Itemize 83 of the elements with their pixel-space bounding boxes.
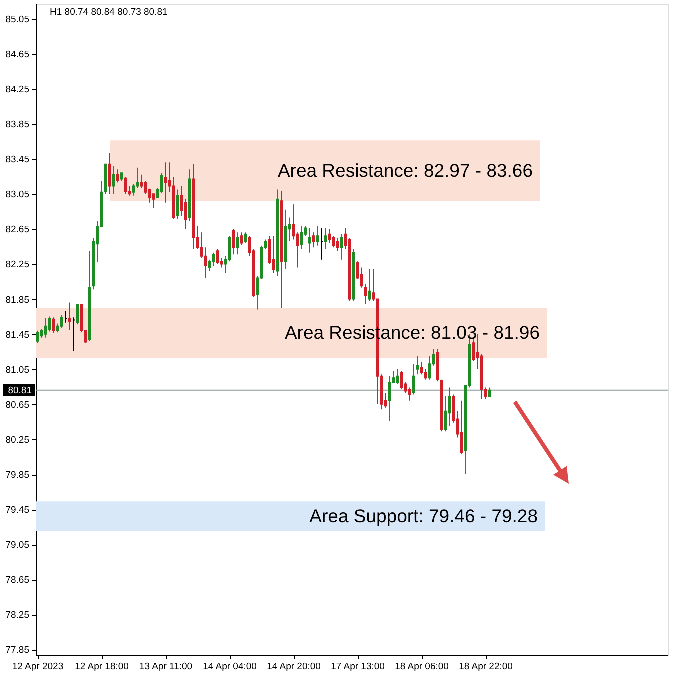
candlestick: [76, 304, 80, 326]
x-tick-label: 14 Apr 20:00: [267, 662, 321, 672]
candlestick: [216, 248, 220, 265]
y-tick-label: 79.85: [6, 470, 30, 482]
y-tick-label: 78.25: [6, 610, 30, 622]
candlestick: [212, 252, 216, 266]
x-tick-label: 12 Apr 2023: [12, 662, 64, 672]
candlestick: [132, 184, 136, 196]
candlestick: [444, 396, 448, 432]
y-tick-label: 79.45: [6, 505, 30, 516]
ref-line-label: 80.81: [8, 385, 32, 396]
candlestick: [472, 339, 476, 362]
candlestick: [112, 166, 116, 195]
candlestick: [36, 330, 40, 344]
candlestick: [416, 356, 420, 376]
candlestick: [272, 236, 276, 274]
y-tick-label: 85.05: [6, 14, 30, 26]
candlestick: [488, 387, 492, 398]
candlestick: [240, 232, 244, 246]
y-tick-label: 83.85: [6, 120, 30, 131]
candlestick: [400, 370, 404, 390]
candlestick: [336, 237, 340, 252]
candlestick: [420, 362, 424, 376]
candlestick: [324, 228, 328, 250]
candlestick: [396, 368, 400, 385]
y-tick-label: 84.65: [6, 49, 30, 60]
candlestick: [124, 176, 128, 195]
candlestick: [60, 314, 64, 329]
candlestick: [340, 234, 344, 260]
y-tick-label: 82.65: [6, 224, 30, 236]
x-tick-label: 12 Apr 18:00: [75, 662, 129, 672]
candlestick: [448, 387, 452, 427]
candlestick: [176, 189, 180, 220]
candlestick: [52, 317, 56, 334]
x-tick-label: 17 Apr 13:00: [331, 662, 385, 672]
x-tick-label: 13 Apr 11:00: [139, 662, 193, 672]
candlestick: [368, 268, 372, 302]
candlestick: [164, 162, 168, 204]
candlestick: [364, 284, 368, 306]
candlestick: [424, 368, 428, 380]
candlestick: [184, 198, 188, 230]
band-label: Area Resistance: 82.97 - 83.66: [278, 160, 533, 181]
candlestick: [228, 236, 232, 262]
candlestick: [48, 316, 52, 332]
candlestick: [108, 152, 112, 195]
y-tick-label: 80.25: [6, 434, 30, 446]
candlestick: [244, 232, 248, 244]
band-label: Area Support: 79.46 - 79.28: [310, 506, 538, 527]
y-tick-label: 83.45: [6, 154, 30, 166]
candlestick: [428, 356, 432, 380]
candlestick: [232, 228, 236, 256]
y-tick-label: 78.65: [6, 575, 30, 586]
candlestick: [160, 172, 164, 194]
candlestick: [236, 232, 240, 256]
candlestick: [308, 228, 312, 254]
candlestick: [116, 169, 120, 184]
y-tick-label: 80.65: [6, 400, 30, 411]
candlestick: [68, 302, 72, 330]
candlestick: [204, 247, 208, 279]
candlestick: [460, 400, 464, 455]
y-tick-label: 84.25: [6, 84, 30, 96]
y-tick-label: 81.05: [6, 364, 30, 376]
y-tick-label: 83.05: [6, 190, 30, 201]
candlestick: [300, 226, 304, 250]
y-tick-label: 81.45: [6, 330, 30, 341]
candlestick: [412, 364, 416, 396]
x-tick-label: 18 Apr 06:00: [395, 662, 449, 672]
y-tick-label: 81.85: [6, 294, 30, 306]
y-tick-label: 77.85: [6, 645, 30, 656]
candlestick: [388, 376, 392, 422]
chart-title: H1 80.74 80.84 80.73 80.81: [50, 7, 168, 18]
x-tick-label: 14 Apr 04:00: [203, 662, 257, 672]
candlestick: [328, 228, 332, 244]
y-tick-label: 82.25: [6, 260, 30, 271]
candlestick: [144, 180, 148, 195]
candlestick: [316, 226, 320, 246]
candlestick: [332, 236, 336, 248]
candlestick: [408, 387, 412, 402]
x-tick-label: 18 Apr 22:00: [459, 662, 513, 672]
candlestick: [312, 232, 316, 248]
candlestick: [180, 186, 184, 217]
candlestick: [44, 318, 48, 338]
y-tick-label: 79.05: [6, 540, 30, 552]
